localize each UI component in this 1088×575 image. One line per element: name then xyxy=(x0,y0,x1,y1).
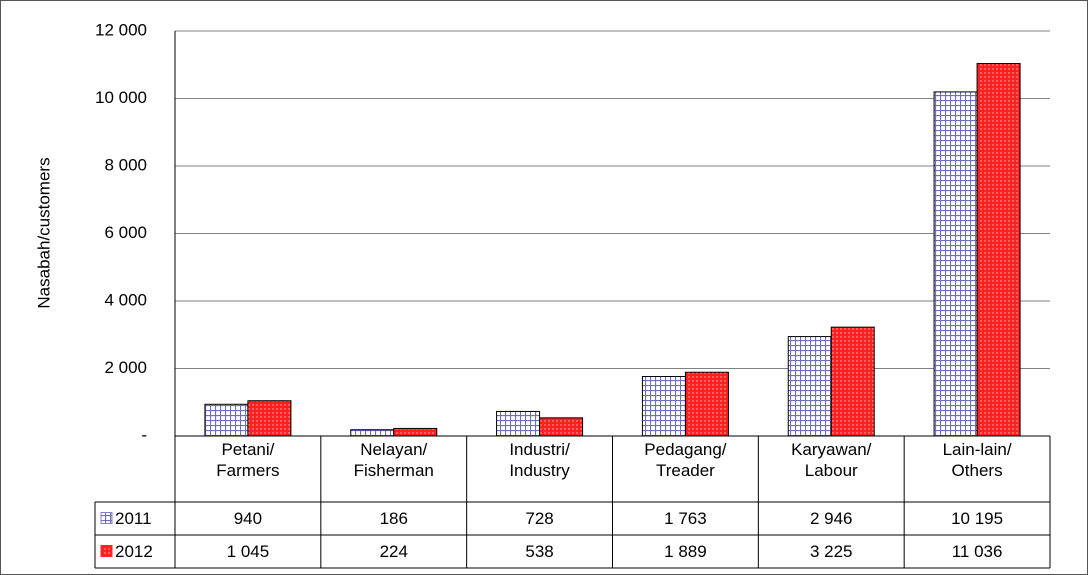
y-tick-label: 10 000 xyxy=(95,88,147,107)
value-label: 2 946 xyxy=(810,509,853,528)
bar xyxy=(684,371,729,437)
bar xyxy=(787,336,832,437)
value-label: 1 045 xyxy=(227,542,270,561)
bar xyxy=(641,375,686,437)
category-label: Pedagang/ Treader xyxy=(644,440,727,480)
value-label: 224 xyxy=(380,542,408,561)
value-label: 1 763 xyxy=(664,509,707,528)
value-label: 3 225 xyxy=(810,542,853,561)
category-label: Nelayan/ Fisherman xyxy=(353,440,434,480)
y-tick-label: 2 000 xyxy=(104,358,147,377)
y-tick-label: 4 000 xyxy=(104,290,147,309)
bar xyxy=(350,429,395,437)
bar xyxy=(496,410,541,437)
legend-label: 2011 xyxy=(115,509,152,528)
value-label: 728 xyxy=(525,509,553,528)
value-label: 538 xyxy=(525,542,553,561)
bar xyxy=(830,326,875,437)
y-tick-label: 8 000 xyxy=(104,155,147,174)
bar xyxy=(976,63,1021,437)
category-label: Petani/ Farmers xyxy=(216,440,280,480)
value-label: 10 195 xyxy=(951,509,1003,528)
y-tick-label: 12 000 xyxy=(95,20,147,39)
y-axis-label: Nasabah/customers xyxy=(34,157,53,308)
legend-label: 2012 xyxy=(115,542,153,561)
category-label: Industri/ Industry xyxy=(509,440,570,480)
legend-key xyxy=(100,512,113,524)
bar xyxy=(933,91,978,437)
category-label: Karyawan/ Labour xyxy=(791,440,872,480)
y-tick-label: 6 000 xyxy=(104,223,147,242)
bar xyxy=(204,403,249,437)
value-label: 186 xyxy=(380,509,408,528)
value-label: 11 036 xyxy=(952,542,1003,561)
bar xyxy=(539,417,584,437)
y-tick-label: - xyxy=(141,425,147,444)
value-label: 1 889 xyxy=(664,542,707,561)
bar xyxy=(247,400,292,437)
legend-key xyxy=(100,545,113,557)
category-label: Lain-lain/ Others xyxy=(942,440,1012,480)
value-label: 940 xyxy=(234,509,262,528)
bar xyxy=(393,427,438,437)
